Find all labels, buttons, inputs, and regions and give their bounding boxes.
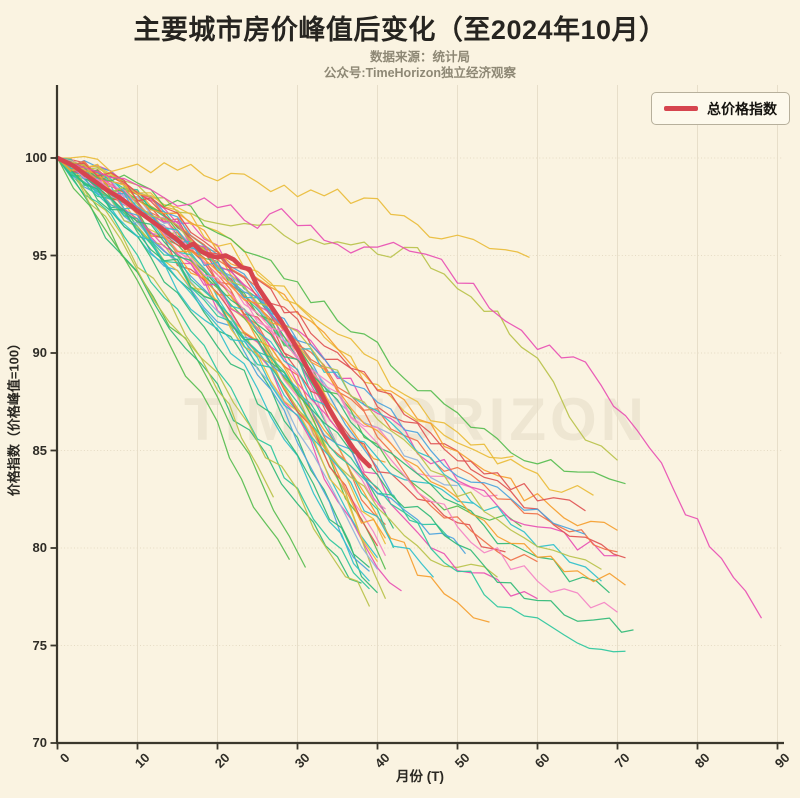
legend-line-swatch xyxy=(664,106,698,111)
city-price-line xyxy=(57,157,474,504)
city-price-line xyxy=(57,157,586,512)
city-price-line xyxy=(57,157,763,619)
city-price-line xyxy=(57,157,370,568)
city-price-line xyxy=(57,157,387,570)
x-tick-label: 30 xyxy=(291,750,313,771)
city-price-line xyxy=(57,157,434,578)
city-price-line xyxy=(57,157,602,570)
y-tick-label: 75 xyxy=(32,637,47,653)
x-tick-label: 60 xyxy=(531,750,553,771)
data-source-line: 数据来源：统计局 xyxy=(369,50,470,64)
x-tick-label: 20 xyxy=(211,750,233,771)
city-price-line xyxy=(57,157,362,584)
city-price-line xyxy=(57,157,626,559)
city-price-line xyxy=(57,157,610,594)
city-price-line xyxy=(56,157,291,561)
legend-label: 总价格指数 xyxy=(707,100,777,117)
x-tick-label: 70 xyxy=(611,750,633,771)
y-tick-label: 80 xyxy=(32,540,47,555)
page-title: 主要城市房价峰值后变化（至2024年10月） xyxy=(133,15,667,45)
city-price-line xyxy=(57,157,618,461)
city-price-line xyxy=(57,157,371,607)
city-price-line xyxy=(57,157,402,592)
x-tick-label: 50 xyxy=(451,750,473,771)
channel-line: 公众号:TimeHorizon独立经济观察 xyxy=(323,66,517,80)
total-index-line xyxy=(55,155,372,469)
y-tick-label: 90 xyxy=(32,345,47,360)
y-tick-label: 85 xyxy=(32,442,47,458)
y-tick-label: 95 xyxy=(32,247,47,263)
city-price-line xyxy=(57,157,594,496)
city-price-line xyxy=(57,155,530,258)
city-price-line xyxy=(57,157,275,498)
city-price-line xyxy=(57,157,618,531)
y-tick-label: 70 xyxy=(32,735,47,750)
city-price-line xyxy=(57,157,634,633)
x-tick-label: 10 xyxy=(131,750,153,771)
city-price-line xyxy=(57,157,450,539)
x-tick-label: 90 xyxy=(771,750,793,771)
watermark: TIMEHORIZON xyxy=(184,386,648,453)
city-price-line xyxy=(57,157,522,528)
city-price-line xyxy=(56,157,370,590)
chart-subtitle: 数据来源：统计局 公众号:TimeHorizon独立经济观察 xyxy=(40,49,800,81)
city-price-line xyxy=(57,157,458,487)
y-axis-label: 价格指数（价格峰值=100） xyxy=(6,336,22,497)
city-price-line xyxy=(57,157,498,578)
x-tick-label: 40 xyxy=(371,750,393,771)
city-price-line xyxy=(57,157,626,653)
x-axis-label: 月份 (T) xyxy=(396,769,444,784)
x-tick-label: 80 xyxy=(691,750,713,771)
y-tick-label: 100 xyxy=(25,150,47,165)
legend: 总价格指数 xyxy=(651,92,790,125)
x-tick-label: 0 xyxy=(56,750,73,766)
